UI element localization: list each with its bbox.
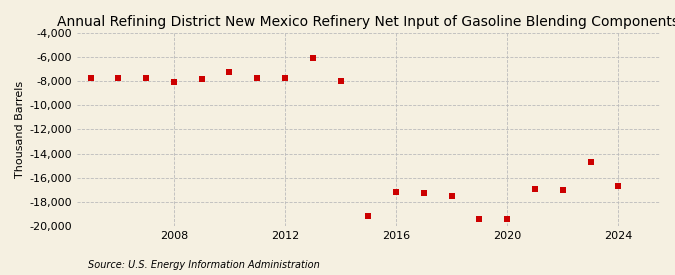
Point xyxy=(530,186,541,191)
Point xyxy=(169,80,180,85)
Point xyxy=(252,75,263,80)
Point xyxy=(502,216,512,221)
Point xyxy=(585,160,596,164)
Y-axis label: Thousand Barrels: Thousand Barrels xyxy=(15,81,25,178)
Point xyxy=(335,79,346,83)
Title: Annual Refining District New Mexico Refinery Net Input of Gasoline Blending Comp: Annual Refining District New Mexico Refi… xyxy=(57,15,675,29)
Point xyxy=(418,191,429,196)
Point xyxy=(613,184,624,188)
Point xyxy=(140,75,151,80)
Point xyxy=(85,75,96,80)
Point xyxy=(391,190,402,194)
Text: Source: U.S. Energy Information Administration: Source: U.S. Energy Information Administ… xyxy=(88,260,319,270)
Point xyxy=(446,194,457,198)
Point xyxy=(279,75,290,80)
Point xyxy=(558,188,568,192)
Point xyxy=(307,56,318,60)
Point xyxy=(363,214,374,218)
Point xyxy=(474,216,485,221)
Point xyxy=(196,76,207,81)
Point xyxy=(224,69,235,74)
Point xyxy=(113,75,124,80)
